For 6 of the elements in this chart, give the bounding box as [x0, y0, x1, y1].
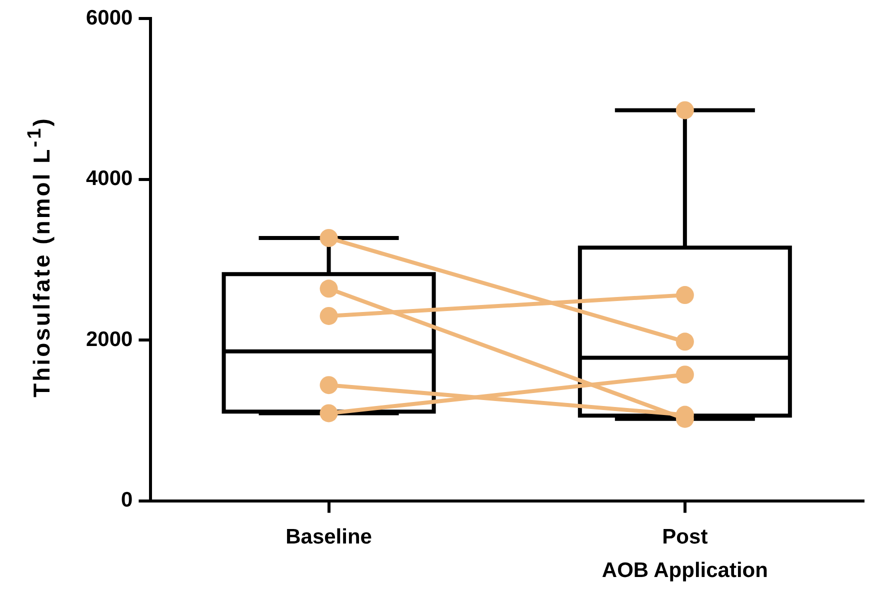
- y-tick-label: 0: [121, 488, 133, 512]
- x-tick-label: Post AOB Application: [602, 525, 768, 582]
- y-tick-label: 2000: [86, 328, 133, 351]
- x-tick-label: Baseline: [286, 525, 372, 548]
- y-tick-label: 4000: [86, 167, 133, 190]
- y-tick-label: 6000: [86, 6, 133, 30]
